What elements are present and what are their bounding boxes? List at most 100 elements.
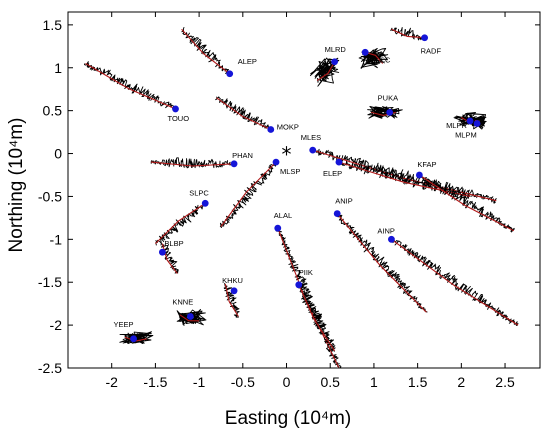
station-label-piik: PIIK (299, 268, 313, 277)
x-tick-label: -2 (105, 374, 118, 390)
track-radf (390, 27, 425, 41)
station-label-touo: TOUO (168, 114, 190, 123)
station-label-mlpr: MLPR (446, 121, 467, 130)
station-marker-yeep (130, 335, 137, 343)
y-tick-label: -2 (50, 317, 63, 333)
x-axis-ticks: -2 -1.5 -1 -0.5 0 0.5 1 1.5 2 2.5 (105, 12, 515, 390)
x-tick-label: -1.5 (143, 374, 167, 390)
center-marker: * (282, 143, 292, 167)
x-tick-label: 0.5 (320, 374, 340, 390)
fit-line-knne (179, 314, 200, 322)
station-tracks (84, 26, 519, 369)
axes-frame (67, 11, 541, 369)
x-axis-title: Easting (10⁴m) (225, 408, 351, 429)
fit-line-phan (150, 161, 235, 167)
station-label-mles: MLES (301, 133, 321, 142)
station-label-slpc: SLPC (189, 188, 209, 197)
station-label-alep: ALEP (238, 57, 257, 66)
station-marker-ainp (388, 235, 395, 243)
station-label-knne: KNNE (172, 298, 193, 307)
y-axis-title: Northing (10⁴m) (6, 118, 27, 253)
fit-line-alep (181, 28, 231, 75)
station-marker-mlcc (361, 48, 369, 56)
x-tick-label: 2.5 (495, 374, 515, 390)
station-marker-mlpm (473, 120, 481, 127)
track-mlrd (309, 57, 340, 87)
station-label-mlcc: MLCC (369, 55, 391, 64)
station-marker-blbp (159, 248, 166, 256)
station-marker-elep (335, 158, 343, 166)
station-label-mlpm: MLPM (455, 131, 477, 140)
x-tick-label: 0 (283, 374, 291, 390)
station-marker-mlpr (466, 117, 474, 125)
y-tick-label: -1 (50, 231, 63, 247)
station-label-kfap: KFAP (417, 160, 436, 169)
axes-box (67, 11, 541, 369)
station-marker-knne (186, 313, 194, 320)
fit-line-ainp (391, 238, 519, 326)
station-marker-mokp (267, 126, 275, 133)
station-marker-alep (226, 70, 234, 78)
fit-line-mles (312, 149, 497, 202)
station-label-mlsp: MLSP (280, 167, 300, 176)
fit-line-kfap (419, 174, 515, 232)
x-tick-label: -0.5 (231, 374, 255, 390)
station-label-khku: KHKU (222, 276, 243, 285)
x-tick-label: -1 (193, 374, 206, 390)
x-tick-label: 1 (370, 374, 378, 390)
station-label-puka: PUKA (378, 93, 398, 102)
y-tick-label: 1.5 (43, 17, 63, 33)
station-label-anip: ANIP (335, 197, 353, 206)
station-label-alal: ALAL (274, 211, 292, 220)
fit-line-mokp (216, 97, 272, 130)
station-label-mlrd: MLRD (325, 45, 347, 54)
fit-line-piik (298, 284, 336, 352)
track-puka (367, 106, 403, 119)
station-marker-mlrd (331, 58, 338, 66)
station-label-yeep: YEEP (114, 320, 134, 329)
station-marker-radf (421, 34, 429, 42)
y-tick-label: 1 (54, 60, 62, 76)
fit-line-slpc (155, 202, 206, 244)
track-mlsp (219, 162, 278, 229)
fit-line-khku (224, 283, 239, 317)
station-marker-touo (172, 105, 179, 113)
station-marker-phan (230, 160, 238, 168)
station-marker-mlsp (272, 158, 280, 166)
track-mlcc (358, 47, 389, 69)
fit-line-mlrd (316, 61, 336, 82)
fit-line-anip (336, 213, 427, 313)
fit-line-radf (391, 28, 425, 39)
y-tick-label: -0.5 (38, 188, 62, 204)
fit-line-touo (85, 63, 176, 110)
x-tick-label: 1.5 (408, 374, 428, 390)
station-marker-alal (274, 224, 282, 232)
fit-line-blbp (161, 243, 178, 274)
y-tick-label: 0 (54, 146, 62, 162)
station-marker-anip (333, 210, 341, 217)
y-tick-label: -2.5 (38, 360, 62, 376)
station-marker-puka (386, 108, 394, 116)
station-marker-kfap (415, 171, 423, 179)
fit-line-mlsp (220, 161, 277, 227)
station-label-phan: PHAN (232, 151, 253, 160)
station-label-ainp: AINP (377, 226, 395, 235)
y-tick-label: 0.5 (43, 103, 63, 119)
track-blbp (160, 243, 179, 274)
track-phan (150, 157, 235, 169)
station-marker-slpc (201, 199, 209, 207)
station-marker-khku (230, 287, 238, 295)
station-marker-piik (295, 281, 303, 289)
x-tick-label: 2 (457, 374, 465, 390)
station-label-radf: RADF (421, 47, 442, 56)
y-tick-label: -1.5 (38, 274, 62, 290)
station-label-blbp: BLBP (164, 239, 183, 248)
station-label-elep: ELEP (323, 169, 342, 178)
track-slpc (155, 201, 208, 246)
station-marker-mles (309, 146, 317, 154)
fit-line-mlcc (365, 51, 384, 64)
track-elep (338, 160, 471, 200)
station-label-mokp: MOKP (277, 123, 299, 132)
